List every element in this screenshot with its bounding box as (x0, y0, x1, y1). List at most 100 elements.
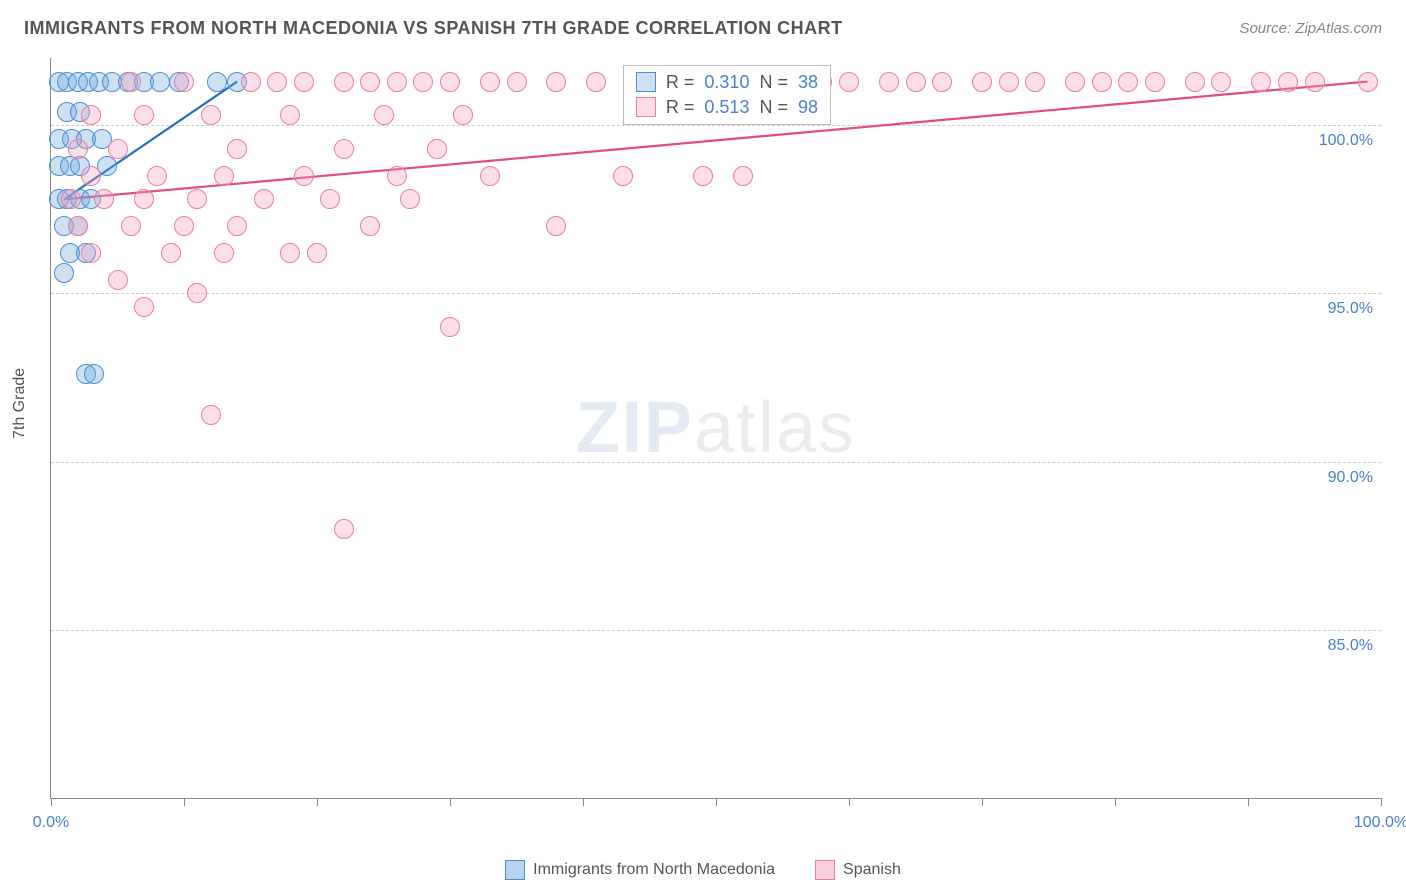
data-point-spanish (108, 270, 128, 290)
legend-label: Immigrants from North Macedonia (533, 861, 775, 879)
data-point-spanish (906, 72, 926, 92)
x-tick (583, 798, 584, 806)
stats-swatch (636, 72, 656, 92)
legend-swatch (815, 860, 835, 880)
data-point-spanish (201, 405, 221, 425)
legend-item-macedonia: Immigrants from North Macedonia (505, 860, 775, 880)
data-point-spanish (134, 297, 154, 317)
y-tick-label: 95.0% (1328, 300, 1373, 318)
data-point-spanish (1251, 72, 1271, 92)
data-point-macedonia (54, 263, 74, 283)
stat-n-value: 38 (798, 72, 818, 93)
data-point-spanish (294, 166, 314, 186)
data-point-spanish (320, 189, 340, 209)
x-tick (317, 798, 318, 806)
data-point-spanish (733, 166, 753, 186)
data-point-spanish (546, 72, 566, 92)
data-point-spanish (81, 105, 101, 125)
data-point-macedonia (150, 72, 170, 92)
data-point-spanish (174, 216, 194, 236)
x-tick-label: 100.0% (1354, 814, 1406, 832)
legend-label: Spanish (843, 861, 901, 879)
data-point-spanish (81, 166, 101, 186)
stat-label: R = (666, 97, 695, 118)
data-point-spanish (94, 189, 114, 209)
data-point-spanish (453, 105, 473, 125)
data-point-spanish (1358, 72, 1378, 92)
data-point-spanish (108, 139, 128, 159)
data-point-spanish (374, 105, 394, 125)
data-point-spanish (413, 72, 433, 92)
x-tick (849, 798, 850, 806)
data-point-spanish (932, 72, 952, 92)
data-point-spanish (387, 166, 407, 186)
y-axis-label: 7th Grade (11, 368, 29, 439)
chart-header: IMMIGRANTS FROM NORTH MACEDONIA VS SPANI… (24, 18, 1382, 39)
data-point-spanish (546, 216, 566, 236)
data-point-spanish (400, 189, 420, 209)
data-point-spanish (161, 243, 181, 263)
data-point-spanish (214, 166, 234, 186)
data-point-spanish (174, 72, 194, 92)
stat-n-value: 98 (798, 97, 818, 118)
data-point-spanish (68, 216, 88, 236)
x-tick-label: 0.0% (33, 814, 69, 832)
data-point-spanish (334, 72, 354, 92)
data-point-spanish (972, 72, 992, 92)
x-tick (1381, 798, 1382, 806)
data-point-spanish (334, 519, 354, 539)
data-point-spanish (1092, 72, 1112, 92)
data-point-spanish (280, 105, 300, 125)
gridline (51, 125, 1381, 126)
data-point-spanish (1211, 72, 1231, 92)
data-point-spanish (1278, 72, 1298, 92)
data-point-spanish (999, 72, 1019, 92)
data-point-spanish (334, 139, 354, 159)
data-point-spanish (121, 72, 141, 92)
watermark: ZIPatlas (576, 387, 856, 469)
x-tick (716, 798, 717, 806)
data-point-macedonia (207, 72, 227, 92)
data-point-spanish (693, 166, 713, 186)
data-point-spanish (440, 317, 460, 337)
data-point-spanish (61, 189, 81, 209)
x-tick (51, 798, 52, 806)
data-point-spanish (121, 216, 141, 236)
data-point-spanish (307, 243, 327, 263)
x-tick (982, 798, 983, 806)
data-point-spanish (839, 72, 859, 92)
data-point-spanish (147, 166, 167, 186)
scatter-plot: ZIPatlas 85.0%90.0%95.0%100.0%0.0%100.0%… (50, 58, 1381, 799)
bottom-legend: Immigrants from North Macedonia Spanish (0, 860, 1406, 880)
gridline (51, 462, 1381, 463)
x-tick (1115, 798, 1116, 806)
data-point-spanish (427, 139, 447, 159)
data-point-spanish (480, 72, 500, 92)
data-point-spanish (241, 72, 261, 92)
data-point-spanish (440, 72, 460, 92)
stat-label: N = (759, 72, 788, 93)
y-tick-label: 90.0% (1328, 469, 1373, 487)
data-point-spanish (134, 105, 154, 125)
data-point-spanish (360, 72, 380, 92)
data-point-spanish (187, 283, 207, 303)
gridline (51, 630, 1381, 631)
x-tick (184, 798, 185, 806)
data-point-spanish (1305, 72, 1325, 92)
stat-label: N = (759, 97, 788, 118)
data-point-spanish (879, 72, 899, 92)
data-point-spanish (267, 72, 287, 92)
data-point-spanish (480, 166, 500, 186)
y-tick-label: 85.0% (1328, 637, 1373, 655)
chart-title: IMMIGRANTS FROM NORTH MACEDONIA VS SPANI… (24, 18, 843, 39)
data-point-spanish (187, 189, 207, 209)
x-tick (1248, 798, 1249, 806)
data-point-spanish (1025, 72, 1045, 92)
stat-r-value: 0.310 (704, 72, 749, 93)
data-point-spanish (613, 166, 633, 186)
data-point-spanish (507, 72, 527, 92)
data-point-spanish (1145, 72, 1165, 92)
data-point-spanish (1118, 72, 1138, 92)
x-tick (450, 798, 451, 806)
data-point-spanish (134, 189, 154, 209)
